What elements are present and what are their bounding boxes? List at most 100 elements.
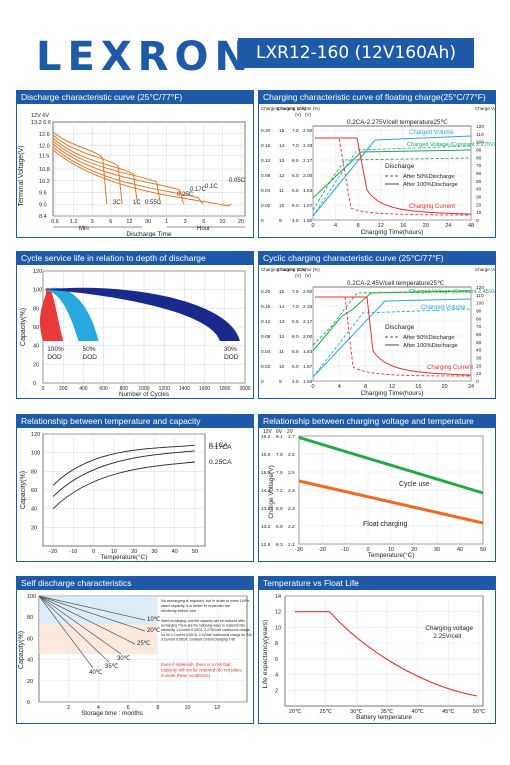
- tick-label: 3: [91, 219, 94, 225]
- tick-label: 2.33: [303, 143, 313, 149]
- tick-label: 30: [476, 195, 482, 201]
- series-area: [45, 287, 99, 341]
- tick-label: 4.5: [292, 218, 299, 224]
- panel-title: Charging characteristic curve of floatin…: [259, 91, 495, 104]
- tick-label: 30: [145, 219, 151, 225]
- y-axis-title: Capacity(%): [20, 471, 27, 509]
- tick-label: 2000: [239, 386, 250, 392]
- series-label: DOD: [224, 354, 239, 361]
- tick-label: 5.5: [292, 188, 299, 194]
- tick-label: 2.1: [288, 542, 295, 548]
- column-header: (V): [295, 273, 302, 278]
- tick-label: 1.83: [303, 349, 313, 355]
- float-life-chart: 2 4 6 8 10 12 14 20℃ 25℃ 30℃ 35℃ 40℃ 45℃ 50℃ Battery t…: [262, 594, 486, 721]
- column-header: 12V: [263, 429, 273, 435]
- tick-label: 2.17: [303, 319, 313, 325]
- tick-label: 13.2 6.6: [31, 120, 51, 126]
- series-label: 20℃: [147, 628, 161, 634]
- tick-label: 0.04: [261, 349, 271, 355]
- tick-label: 15: [279, 289, 285, 295]
- tick-label: 10: [279, 203, 285, 209]
- series-line: [52, 134, 123, 205]
- x-axis-title: Charging Time(hours): [361, 390, 424, 397]
- tick-label: 7.5: [292, 289, 299, 295]
- series-label: 35℃: [105, 664, 119, 670]
- y-axis-title: Capacity(%): [20, 308, 27, 346]
- series-label: Charged Volume: [409, 130, 454, 136]
- tick-label: 0.08: [261, 173, 271, 179]
- tick-label: 8: [275, 641, 278, 647]
- series-line: [38, 595, 110, 663]
- tick-label: 20: [442, 384, 448, 390]
- tick-label: 30: [476, 356, 482, 362]
- series-label: 25℃: [137, 641, 151, 647]
- tick-label: 3: [184, 219, 187, 225]
- tick-label: 120: [476, 124, 484, 130]
- series-line: [52, 444, 195, 486]
- tick-label: 0.12: [261, 319, 271, 325]
- tick-label: 20: [476, 363, 482, 369]
- tick-label: 8: [156, 705, 159, 711]
- tick-label: 0: [476, 218, 479, 224]
- panel-title: Temperature vs Float Life: [259, 577, 495, 590]
- tick-label: -20: [318, 547, 326, 553]
- tick-label: 15: [279, 128, 285, 134]
- tick-label: 0.02: [261, 203, 271, 209]
- x-axis-title: Storage time : months: [81, 710, 143, 717]
- tick-label: 35℃: [381, 709, 394, 715]
- tick-label: 5.5: [292, 349, 299, 355]
- tick-label: 1000: [138, 386, 149, 392]
- column-header: (V): [305, 112, 312, 117]
- tick-label: 48: [468, 223, 474, 229]
- tick-label: 15.6: [261, 452, 271, 458]
- tick-label: 2: [67, 705, 70, 711]
- self-discharge-chart: 0 20 40 60 80 100 2 4 6 8 10 12 Storage time : month…: [18, 594, 252, 717]
- series-label: 10℃: [147, 617, 161, 623]
- series-area: [40, 287, 64, 341]
- tick-label: 40: [27, 658, 33, 664]
- legend-title: Discharge: [385, 324, 415, 331]
- panel-cyclic-charge: Cyclic charging characteristic curve (25…: [258, 251, 496, 399]
- series-label: 30%: [224, 346, 237, 353]
- tick-label: 4: [275, 673, 278, 679]
- tick-label: 6.9: [276, 506, 283, 512]
- tick-label: 4: [97, 705, 100, 711]
- tick-label: 9: [279, 379, 282, 385]
- legend-title: Discharge: [385, 163, 415, 170]
- tick-label: 0: [42, 386, 45, 392]
- tick-label: 40: [457, 547, 463, 553]
- temp-capacity-chart: 20 40 60 80 100 120 -20 -10 0 10 20 30 40 50 Temperatu…: [20, 432, 232, 561]
- tick-label: 8.4: [39, 214, 47, 220]
- tick-label: 1600: [199, 386, 210, 392]
- tick-label: 7.2: [276, 488, 283, 494]
- brand-logo: LEXRON: [36, 34, 254, 80]
- tick-label: 4.5: [292, 379, 299, 385]
- tick-label: 0.6: [51, 219, 59, 225]
- tick-label: 12.0: [39, 144, 50, 150]
- tick-label: 20: [27, 679, 33, 685]
- note-text: it under these conditions): [161, 673, 211, 678]
- tick-label: 60: [27, 636, 33, 642]
- tick-label: 0: [92, 549, 95, 555]
- tick-label: 40: [172, 549, 178, 555]
- series-label: 50%: [83, 346, 96, 353]
- tick-label: 25℃: [320, 709, 333, 715]
- tick-label: 5.0: [292, 203, 299, 209]
- series-line: [315, 137, 472, 216]
- tick-label: 20: [131, 549, 137, 555]
- tick-label: 400: [79, 386, 88, 392]
- panel-charge-voltage: Relationship between charging voltage an…: [258, 414, 496, 562]
- zone-recharge: [39, 624, 157, 654]
- tick-label: 16: [415, 384, 421, 390]
- tick-label: 2.2: [288, 524, 295, 530]
- series-line: [52, 146, 204, 205]
- column-header: (V): [295, 112, 302, 117]
- cyclic-charge-chart: Charging Current (CA)Charging Volume (%)…: [261, 267, 495, 397]
- tick-label: 70: [476, 163, 482, 169]
- tick-label: 80: [31, 469, 37, 475]
- annotation: Charging voltage: [425, 625, 473, 632]
- tick-label: 0: [311, 223, 314, 229]
- tick-label: 9.6: [39, 191, 47, 197]
- tick-label: 11: [279, 349, 284, 355]
